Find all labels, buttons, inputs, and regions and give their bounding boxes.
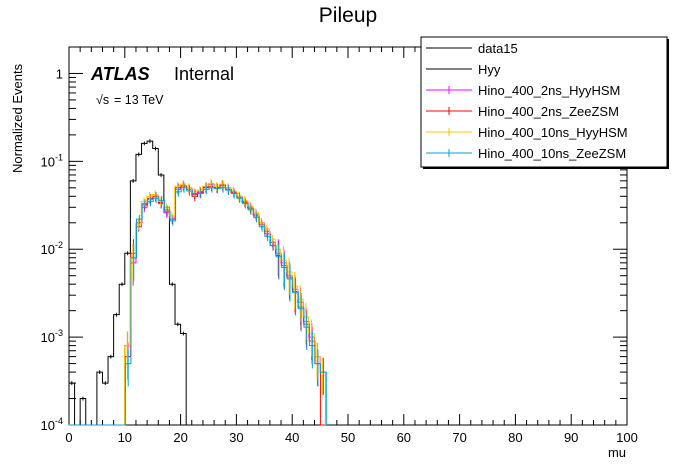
x-tick-label: 90 xyxy=(564,430,578,445)
y-tick-label: 10-4 xyxy=(41,416,63,433)
x-tick-label: 30 xyxy=(229,430,243,445)
legend-label-Hyy: Hyy xyxy=(478,62,501,77)
x-tick-label: 60 xyxy=(397,430,411,445)
energy-label: = 13 TeV xyxy=(114,93,164,107)
x-tick-label: 50 xyxy=(341,430,355,445)
legend-shadow-right xyxy=(667,39,669,169)
x-tick-label: 40 xyxy=(285,430,299,445)
x-tick-label: 100 xyxy=(616,430,638,445)
axis-ticks: 0 10 20 30 40 50 60 70 80 90 100 10-4 10-3 10-2 10-1 1 xyxy=(41,46,638,445)
y-tick-label: 1 xyxy=(56,66,63,81)
legend-label-Hino_400_2ns_ZeeZSM: Hino_400_2ns_ZeeZSM xyxy=(478,104,619,119)
legend: data15 Hyy Hino_400_2ns_HyyHSM Hino_400_2ns… xyxy=(420,36,669,169)
atlas-label: ATLAS xyxy=(90,64,150,84)
legend-label-Hino_400_10ns_ZeeZSM: Hino_400_10ns_ZeeZSM xyxy=(478,146,626,161)
y-tick-label: 10-2 xyxy=(41,240,63,257)
internal-label: Internal xyxy=(174,64,234,84)
x-tick-label: 20 xyxy=(173,430,187,445)
legend-shadow-bottom xyxy=(423,167,669,169)
x-tick-label: 10 xyxy=(118,430,132,445)
x-tick-label: 0 xyxy=(65,430,72,445)
energy-symbol: √s xyxy=(96,93,109,107)
series-layer xyxy=(68,139,327,426)
legend-box xyxy=(420,36,668,168)
x-tick-label: 70 xyxy=(452,430,466,445)
chart-title: Pileup xyxy=(319,4,377,27)
x-tick-label: 80 xyxy=(508,430,522,445)
y-axis-label: Normalized Events xyxy=(10,63,25,173)
x-axis-label: mu xyxy=(608,445,626,460)
y-tick-label: 10-3 xyxy=(41,328,63,345)
legend-label-Hino_400_2ns_HyyHSM: Hino_400_2ns_HyyHSM xyxy=(478,83,620,98)
legend-label-Hino_400_10ns_HyyHSM: Hino_400_10ns_HyyHSM xyxy=(478,125,628,140)
y-tick-label: 10-1 xyxy=(41,152,63,169)
legend-label-data15: data15 xyxy=(478,41,518,56)
series-line-Hino_400_10ns_ZeeZSM xyxy=(69,187,327,426)
